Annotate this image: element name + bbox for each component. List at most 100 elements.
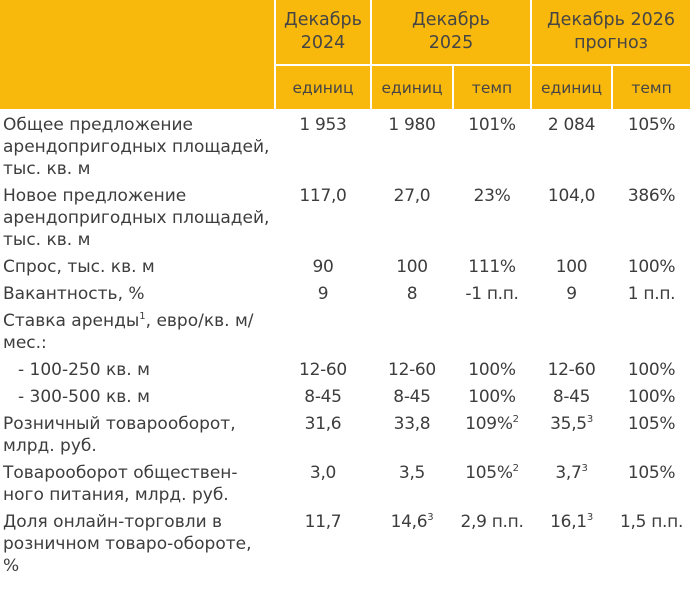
cell-units-2024: 3,0: [309, 463, 337, 483]
cell-rate-2026: 105%: [627, 463, 676, 483]
row-label: Спрос, тыс. кв. м: [3, 257, 155, 277]
row-label: Товарооборот обществен-ного питания, млр…: [3, 463, 238, 505]
cell-rate-2025: 100%: [468, 360, 516, 380]
footnote-marker: 3: [581, 463, 588, 474]
subheader-units-2024: единиц: [276, 66, 370, 111]
table-row: Доля онлайн-торговли в розничном товаро-…: [0, 506, 690, 577]
cell-rate-2025: 111%: [468, 257, 516, 277]
cell-units-2024: 117,0: [299, 186, 347, 206]
cell-units-2025: 12-60: [388, 360, 436, 380]
header-period-2024-line2: 2024: [300, 33, 346, 53]
header-period-2026-line1: Декабрь 2026: [547, 10, 676, 30]
cell-units-2025-value: 14,6: [390, 512, 428, 532]
cell-units-2025: [372, 305, 452, 354]
cell-rate-2026: 1 п.п.: [627, 284, 676, 304]
cell-rate-2025-value: 109%: [465, 414, 513, 434]
subheader-rate-2025: темп: [454, 66, 531, 111]
row-label: Общее предложение арендопригодных площад…: [3, 115, 270, 179]
table-row: - 300-500 кв. м 8-45 8-45 100% 8-45 100%: [0, 381, 690, 408]
header-period-2026-forecast: Декабрь 2026 прогноз: [532, 0, 690, 66]
cell-rate-2025: 105%2: [454, 457, 530, 506]
header-stub-cell: [0, 0, 274, 111]
table-row: Вакантность, % 9 8 -1 п.п. 9 1 п.п.: [0, 278, 690, 305]
cell-rate-2026: 100%: [627, 387, 676, 407]
cell-units-2026: 35,53: [532, 408, 611, 457]
cell-rate-2026: 105%: [627, 115, 676, 135]
cell-units-2024: 90: [312, 257, 334, 277]
cell-units-2026: 100: [555, 257, 588, 277]
cell-units-2025: 8-45: [393, 387, 431, 407]
cell-units-2026: 16,13: [532, 506, 611, 577]
cell-units-2025: 100: [396, 257, 428, 277]
header-period-2024: Декабрь 2024: [276, 0, 370, 66]
cell-units-2025: 3,5: [398, 463, 426, 483]
cell-rate-2025: 100%: [468, 387, 516, 407]
footnote-marker: 3: [427, 512, 434, 523]
cell-rate-2026: 100%: [627, 257, 676, 277]
table-row: - 100-250 кв. м 12-60 12-60 100% 12-60 1…: [0, 354, 690, 381]
row-label-rest: , евро/кв. м/мес.:: [3, 311, 254, 353]
footnote-marker: 2: [512, 463, 519, 474]
header-period-2025: Декабрь 2025: [372, 0, 531, 66]
row-label: Розничный товарооборот, млрд. руб.: [3, 414, 236, 456]
cell-units-2026: 2 084: [547, 115, 596, 135]
row-label: - 100-250 кв. м: [18, 360, 150, 380]
row-label: Новое предложение арендопригодных площад…: [3, 186, 270, 250]
footnote-marker: 2: [512, 414, 519, 425]
cell-units-2025: 14,63: [372, 506, 452, 577]
table-row: Розничный товарооборот, млрд. руб. 31,6 …: [0, 408, 690, 457]
footnote-marker: 1: [139, 311, 146, 322]
cell-units-2026-value: 35,5: [550, 414, 587, 434]
subheader-units-2025: единиц: [372, 66, 452, 111]
cell-units-2024: [276, 305, 370, 354]
row-label: Ставка аренды1, евро/кв. м/мес.:: [0, 305, 274, 354]
header-row-periods: Декабрь 2024 Декабрь 2025 Декабрь 2026 п…: [0, 0, 690, 111]
table-row: Общее предложение арендопригодных площад…: [0, 111, 690, 180]
cell-rate-2025: [454, 305, 530, 354]
table-row: Товарооборот обществен-ного питания, млр…: [0, 457, 690, 506]
cell-rate-2025: 2,9 п.п.: [460, 512, 524, 532]
header-period-2025-line1: Декабрь: [412, 10, 490, 30]
cell-units-2026: 9: [566, 284, 577, 304]
header-period-2024-line1: Декабрь: [284, 10, 362, 30]
cell-rate-2026: [613, 305, 690, 354]
row-label: - 300-500 кв. м: [18, 387, 150, 407]
row-label: Доля онлайн-торговли в розничном товаро-…: [3, 512, 252, 576]
cell-units-2024: 1 953: [299, 115, 347, 135]
retail-market-indicators-table: Декабрь 2024 Декабрь 2025 Декабрь 2026 п…: [0, 0, 690, 577]
header-period-2026-line2: прогноз: [574, 33, 648, 53]
cell-rate-2025: 23%: [473, 186, 511, 206]
cell-units-2026: 8-45: [552, 387, 591, 407]
table-row: Спрос, тыс. кв. м 90 100 111% 100 100%: [0, 251, 690, 278]
cell-rate-2026: 1,5 п.п.: [619, 512, 684, 532]
footnote-marker: 3: [586, 414, 593, 425]
cell-units-2026: 12-60: [547, 360, 596, 380]
row-label: Вакантность, %: [3, 284, 145, 304]
cell-rate-2025: 109%2: [454, 408, 530, 457]
cell-rate-2026: 386%: [627, 186, 676, 206]
subheader-units-2026: единиц: [532, 66, 612, 111]
cell-units-2026: [532, 305, 611, 354]
cell-rate-2025: -1 п.п.: [465, 284, 519, 304]
row-label-main: Ставка аренды: [3, 311, 140, 331]
cell-units-2026-value: 16,1: [550, 512, 587, 532]
cell-units-2025: 27,0: [393, 186, 431, 206]
header-period-2025-line2: 2025: [428, 33, 474, 53]
cell-rate-2025-value: 105%: [465, 463, 513, 483]
cell-units-2024: 9: [317, 284, 329, 304]
cell-units-2025: 33,8: [393, 414, 431, 434]
cell-units-2026-value: 3,7: [555, 463, 582, 483]
footnote-marker: 3: [586, 512, 593, 523]
cell-units-2026: 3,73: [532, 457, 611, 506]
cell-units-2024: 12-60: [299, 360, 347, 380]
cell-rate-2025: 101%: [468, 115, 516, 135]
cell-units-2025: 1 980: [388, 115, 436, 135]
cell-units-2026: 104,0: [547, 186, 596, 206]
table-row: Новое предложение арендопригодных площад…: [0, 180, 690, 251]
cell-units-2024: 11,7: [304, 512, 342, 532]
header-row-subcolumns: единиц единиц темп единиц темп: [0, 66, 690, 111]
cell-units-2025: 8: [406, 284, 418, 304]
cell-rate-2026: 105%: [627, 414, 676, 434]
cell-units-2024: 8-45: [304, 387, 342, 407]
subheader-rate-2026: темп: [613, 66, 690, 111]
